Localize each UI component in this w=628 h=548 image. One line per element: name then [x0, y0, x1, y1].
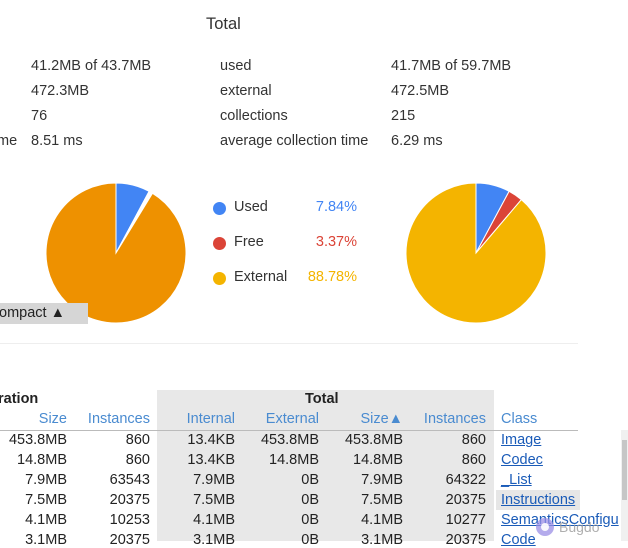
- cell-instances: 20375: [109, 492, 150, 508]
- cell-class-link[interactable]: Codec: [501, 452, 543, 468]
- cell-total-size: 453.8MB: [344, 432, 403, 448]
- cell-instances: 860: [125, 452, 150, 468]
- table-header-divider: [0, 430, 578, 431]
- left-stat-used-value: 41.2MB of 43.7MB: [31, 58, 152, 74]
- cell-external: 0B: [301, 532, 319, 548]
- cell-total-instances: 64322: [445, 472, 486, 488]
- cell-external: 14.8MB: [269, 452, 319, 468]
- stat-value-avg-collection-time: 6.29 ms: [391, 133, 443, 149]
- legend-used-pct: 7.84%: [315, 199, 357, 215]
- legend-free-dot: [213, 237, 226, 250]
- cell-total-instances: 860: [461, 452, 486, 468]
- cell-external: 453.8MB: [260, 432, 319, 448]
- cell-internal: 7.5MB: [193, 492, 235, 508]
- stat-value-collections: 215: [391, 108, 416, 124]
- table-group-left-header: ration: [0, 391, 39, 407]
- legend-free-label: Free: [234, 234, 264, 250]
- cell-total-instances: 10277: [445, 512, 486, 528]
- cell-class-link[interactable]: Image: [501, 432, 542, 448]
- cell-instances: 63543: [109, 472, 150, 488]
- cell-external: 0B: [301, 492, 319, 508]
- cell-total-instances: 20375: [445, 532, 486, 548]
- cell-size: 7.9MB: [25, 472, 67, 488]
- cell-external: 0B: [301, 512, 319, 528]
- column-header-internal[interactable]: Internal: [186, 411, 235, 427]
- cell-internal: 3.1MB: [193, 532, 235, 548]
- left-stat-avg-time-value: 8.51 ms: [31, 133, 83, 149]
- cell-external: 0B: [301, 472, 319, 488]
- pie-slice-external: [405, 182, 547, 324]
- column-header-size[interactable]: Size: [38, 411, 67, 427]
- cell-class-link[interactable]: Instructions: [501, 492, 576, 508]
- watermark-logo: Bugdo: [536, 518, 600, 536]
- stat-value-used: 41.7MB of 59.7MB: [391, 58, 512, 74]
- cell-total-instances: 20375: [445, 492, 486, 508]
- cell-size: 7.5MB: [25, 492, 67, 508]
- cell-total-size: 4.1MB: [361, 512, 403, 528]
- cell-size: 4.1MB: [25, 512, 67, 528]
- column-header-instances[interactable]: Instances: [87, 411, 150, 427]
- cell-internal: 4.1MB: [193, 512, 235, 528]
- cell-instances: 860: [125, 432, 150, 448]
- cell-total-size: 14.8MB: [353, 452, 403, 468]
- left-stat-label-avg-time: me: [0, 133, 18, 149]
- column-header-total-instances[interactable]: Instances: [423, 411, 486, 427]
- legend-external-label: External: [234, 269, 288, 285]
- cell-internal: 7.9MB: [193, 472, 235, 488]
- legend-external-pct: 88.78%: [307, 269, 357, 285]
- stat-label-avg-collection-time: average collection time: [220, 133, 369, 149]
- total-heading: Total: [206, 15, 241, 33]
- cell-instances: 20375: [109, 532, 150, 548]
- svg-text:Bugdo: Bugdo: [559, 519, 600, 535]
- cell-total-size: 7.5MB: [361, 492, 403, 508]
- stat-label-collections: collections: [220, 108, 288, 124]
- stat-value-external: 472.5MB: [391, 83, 450, 99]
- pie-slice-external: [45, 182, 187, 324]
- stat-label-used: used: [220, 58, 252, 74]
- left-stat-external-value: 472.3MB: [31, 83, 90, 99]
- cell-size: 453.8MB: [8, 432, 67, 448]
- column-header-class[interactable]: Class: [501, 411, 538, 427]
- cell-internal: 13.4KB: [187, 432, 235, 448]
- stat-label-external: external: [220, 83, 272, 99]
- cell-size: 14.8MB: [17, 452, 67, 468]
- cell-total-instances: 860: [461, 432, 486, 448]
- legend-free-pct: 3.37%: [315, 234, 357, 250]
- table-group-total-header: Total: [305, 391, 339, 407]
- cell-class-link[interactable]: _List: [501, 472, 532, 488]
- column-header-external[interactable]: External: [265, 411, 319, 427]
- memory-pie-chart-left: [45, 182, 187, 324]
- cell-size: 3.1MB: [25, 532, 67, 548]
- cell-class-link[interactable]: SemanticsConfigu: [501, 512, 619, 528]
- cell-class-link[interactable]: Code: [501, 532, 536, 548]
- cell-total-size: 7.9MB: [361, 472, 403, 488]
- compact-toggle-button[interactable]: ompact ▲: [0, 303, 88, 324]
- cell-total-size: 3.1MB: [361, 532, 403, 548]
- table-scrollbar-thumb[interactable]: [622, 440, 627, 500]
- memory-pie-chart-right: [405, 182, 547, 324]
- legend-used-label: Used: [234, 199, 268, 215]
- section-divider: [0, 343, 578, 344]
- legend-used-dot: [213, 202, 226, 215]
- total-column-group-bg: [157, 390, 494, 541]
- cell-instances: 10253: [109, 512, 150, 528]
- legend-external-dot: [213, 272, 226, 285]
- column-header-total-size[interactable]: Size▲: [360, 411, 403, 427]
- selected-class-highlight: [496, 490, 580, 510]
- left-stat-collections-value: 76: [31, 108, 48, 124]
- cell-internal: 13.4KB: [187, 452, 235, 468]
